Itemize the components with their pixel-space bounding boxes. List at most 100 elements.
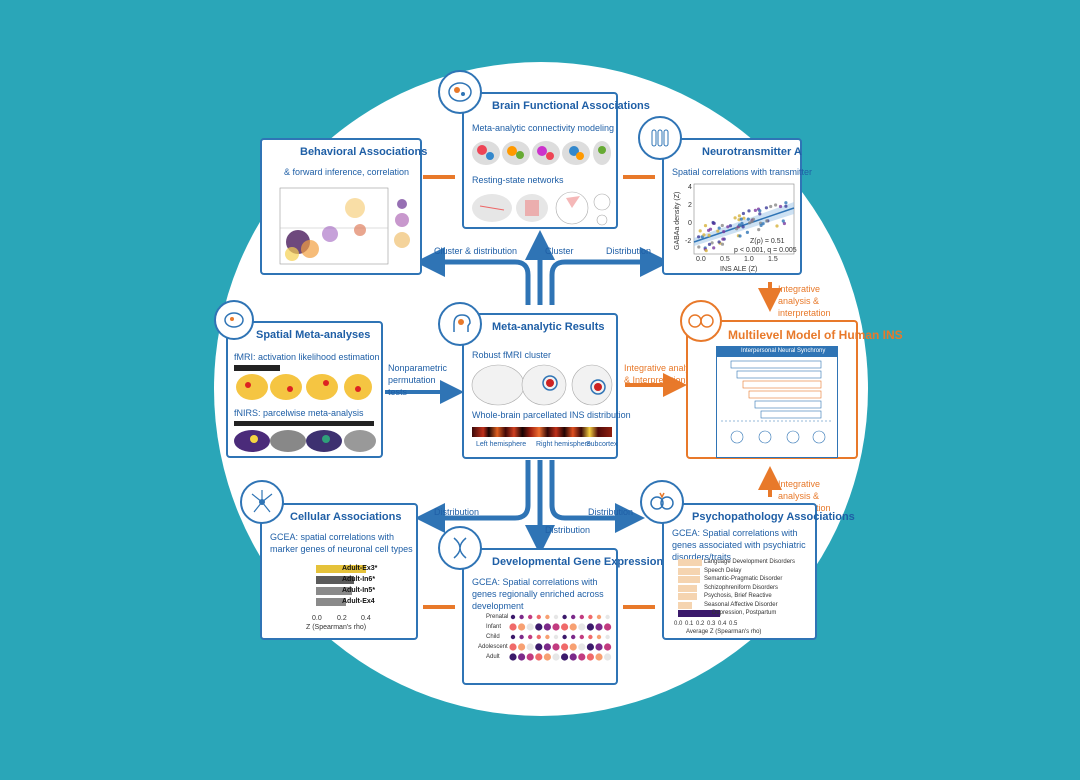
development-dot (605, 634, 610, 640)
psychopathology-bar (678, 584, 697, 592)
scatter-point (764, 206, 768, 210)
model-inner-header (717, 347, 837, 357)
label-distribution-left: Distribution (434, 507, 480, 517)
stage-prenatal: Prenatal (486, 614, 509, 620)
development-dot (578, 643, 586, 651)
psychopathology-bar (678, 601, 693, 609)
resting-state-subtitle: Resting-state networks (472, 175, 564, 185)
scatter-point (737, 223, 742, 227)
cell-xlabel: Z (Spearman's rho) (306, 624, 367, 631)
cellular-bar (316, 598, 346, 606)
psy-xlabel: Average Z (Spearman's rho) (686, 629, 762, 635)
scatter-point (720, 242, 725, 246)
fnirs-brains (234, 421, 376, 452)
psychopathology-bar (678, 610, 720, 617)
development-dot (518, 653, 526, 661)
developmental-panel: Developmental Gene Expression GCEA: Spat… (462, 548, 663, 685)
head-brain-icon (438, 302, 482, 346)
development-dot (605, 614, 610, 620)
psychopathology-heads-icon (640, 480, 684, 524)
development-dot (535, 623, 543, 631)
development-dot (561, 643, 569, 651)
psychopathology-subtitle: GCEA: Spatial correlations with genes as… (672, 528, 806, 562)
scatter-point (726, 225, 730, 229)
label-integrative-top: Integrative analysis & interpretation (778, 284, 831, 318)
spatial-title: Spatial Meta-analyses (256, 329, 371, 341)
development-dot-matrix (509, 614, 612, 661)
gaba-xlabel: INS ALE (Z) (720, 266, 758, 273)
development-dot (596, 614, 602, 620)
psychopathology-bar-label: Depression, Postpartum (712, 610, 777, 616)
gaba-ytick-2: 0 (688, 220, 692, 227)
development-dot (510, 614, 516, 620)
development-dot (543, 653, 551, 661)
development-dot (578, 623, 586, 631)
label-cluster-distribution: Cluster & distribution (434, 246, 518, 256)
scatter-point (702, 233, 706, 237)
label-distribution-top: Distribution (606, 246, 652, 256)
development-dot (596, 634, 602, 640)
scatter-point (698, 229, 702, 233)
scatter-point (737, 214, 741, 218)
scatter-point (761, 222, 765, 226)
development-dot (579, 634, 584, 640)
development-dot (604, 653, 612, 661)
psychopathology-bar-label: Speech Delay (704, 567, 742, 574)
development-dot (561, 623, 569, 631)
scatter-point (784, 204, 788, 208)
scatter-point (711, 220, 715, 225)
gaba-xtick-1: 0.5 (720, 256, 730, 263)
resting-state-figure (472, 191, 611, 226)
results-title: Meta-analytic Results (492, 321, 605, 333)
scatter-point (716, 229, 720, 233)
development-dot (553, 614, 559, 620)
development-dot (528, 634, 533, 640)
development-dot (536, 634, 541, 640)
scatter-point (745, 230, 749, 234)
scatter-point (753, 208, 757, 212)
neurotransmitter-panel: Neurotransmitter A Spatial correlations … (662, 138, 812, 275)
macm-subtitle: Meta-analytic connectivity modeling (472, 123, 615, 133)
behavioral-title: Behavioral Associations (300, 146, 428, 158)
scatter-point (707, 242, 712, 246)
stage-child: Child (486, 634, 500, 640)
development-dot (535, 653, 543, 661)
stage-adolescent: Adolescent (478, 644, 508, 650)
multilevel-model-panel: Multilevel Model of Human INS Interperso… (686, 320, 903, 459)
development-dot (518, 623, 526, 631)
developmental-subtitle: GCEA: Spatial correlations with genes re… (472, 577, 604, 611)
psychopathology-bar-label: Schizophreniform Disorders (704, 584, 779, 591)
cellular-bar (316, 587, 352, 595)
development-dot (518, 643, 526, 651)
scatter-point (741, 225, 745, 229)
scatter-point (747, 209, 751, 213)
development-dot (552, 623, 560, 631)
scatter-point (717, 226, 721, 230)
psy-xtick: 0.5 (729, 621, 738, 627)
scatter-point (750, 219, 754, 224)
development-dot (562, 634, 567, 640)
scatter-point (781, 219, 785, 223)
scatter-point (697, 235, 701, 239)
development-dot (569, 623, 577, 631)
scatter-point (738, 234, 742, 238)
scatter-point (710, 241, 714, 245)
spatial-fmri-subtitle: fMRI: activation likelihood estimation (234, 352, 380, 362)
cellular-bar (316, 576, 355, 584)
gaba-scatter-plot (693, 183, 795, 255)
scatter-point (740, 221, 744, 226)
development-dot (519, 634, 524, 640)
scatter-point (720, 223, 724, 228)
scatter-point (721, 237, 725, 241)
gaba-ylabel: GABAa density (Z) (674, 191, 681, 250)
development-dot (536, 614, 541, 620)
scatter-point (765, 219, 769, 223)
psychopathology-bar-label: Seasonal Affective Disorder (704, 601, 778, 608)
psychopathology-bar-label: Psychosis, Brief Reactive (704, 593, 772, 599)
spatial-brain-icon (214, 300, 254, 340)
psy-xtick: 0.4 (718, 621, 727, 627)
neuron-icon (240, 480, 284, 524)
results-distribution-subtitle: Whole-brain parcellated INS distribution (472, 410, 631, 420)
label-distribution-right: Distribution (588, 507, 634, 517)
development-dot (569, 653, 577, 661)
